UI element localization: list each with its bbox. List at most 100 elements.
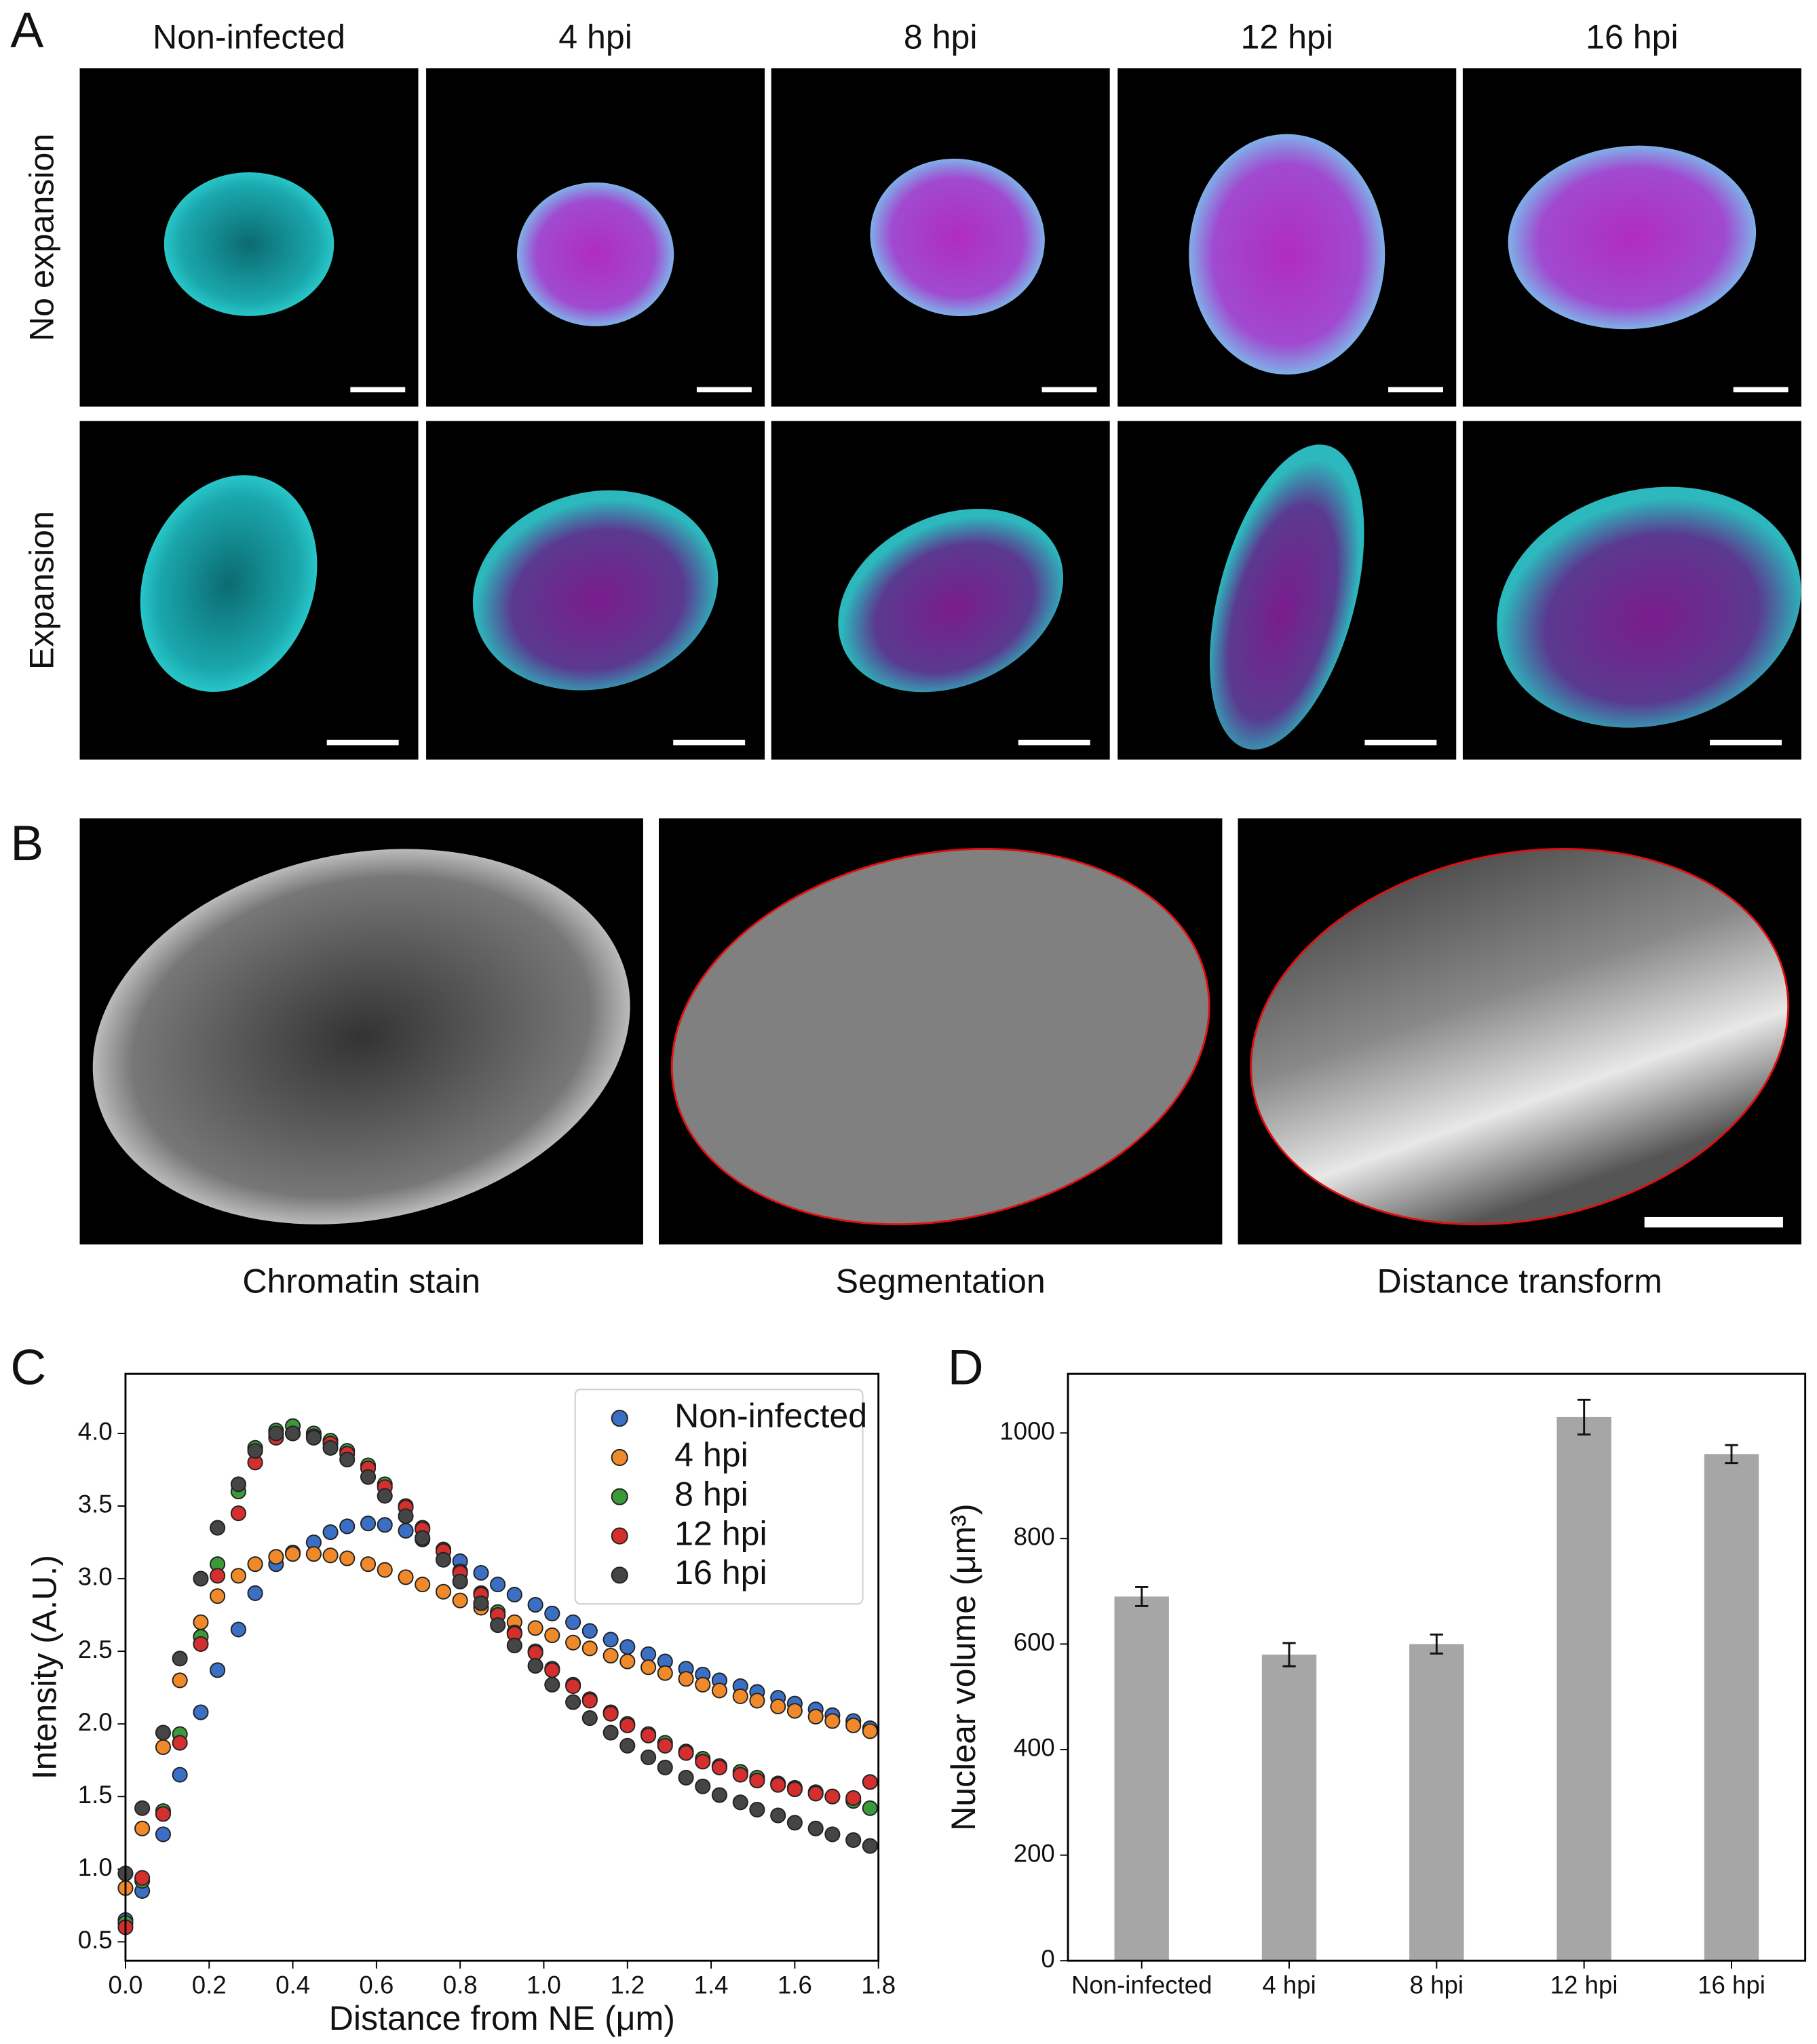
legend-marker <box>611 1527 628 1545</box>
data-point <box>695 1754 711 1770</box>
nucleus <box>516 182 674 326</box>
data-point <box>230 1568 246 1584</box>
data-point <box>581 1693 598 1709</box>
y-tick-label: 400 <box>1014 1734 1055 1762</box>
data-point <box>285 1546 301 1562</box>
y-tick-label: 3.5 <box>78 1490 113 1518</box>
x-tick-label: 1.4 <box>694 1971 729 1999</box>
data-point <box>377 1488 393 1504</box>
data-point <box>285 1425 301 1442</box>
legend-marker <box>611 1448 628 1466</box>
x-tick-label: 1.0 <box>527 1971 561 1999</box>
plot-frame <box>124 1372 880 1962</box>
data-point <box>862 1774 878 1790</box>
data-point <box>770 1807 786 1824</box>
legend-label: 16 hpi <box>674 1554 767 1592</box>
y-axis-label: Intensity (A.U.) <box>26 1555 64 1779</box>
x-tick-label: 0.2 <box>192 1971 227 1999</box>
data-point <box>210 1520 226 1536</box>
data-point <box>155 1724 172 1741</box>
legend-label: 4 hpi <box>674 1436 748 1474</box>
data-point <box>247 1443 263 1459</box>
nucleus <box>1209 444 1364 750</box>
data-point <box>581 1640 598 1657</box>
nucleus <box>140 475 318 692</box>
data-point <box>134 1820 151 1836</box>
y-tick-label: 200 <box>1014 1839 1055 1867</box>
bar <box>1409 1644 1464 1961</box>
column-header: 16 hpi <box>1586 18 1678 56</box>
y-tick-label: 1.0 <box>78 1853 113 1881</box>
data-point <box>786 1815 803 1831</box>
data-point <box>193 1570 209 1587</box>
x-axis-label: Distance from NE (μm) <box>329 1999 675 2037</box>
scale-bar <box>673 739 746 746</box>
data-point <box>398 1508 414 1524</box>
data-point <box>210 1662 226 1678</box>
data-point <box>807 1820 824 1836</box>
data-point <box>786 1781 803 1798</box>
data-point <box>845 1832 862 1849</box>
data-point <box>172 1651 188 1667</box>
data-point <box>603 1632 619 1648</box>
column-header: 4 hpi <box>558 18 632 56</box>
scale-bar <box>326 739 399 746</box>
data-point <box>415 1577 431 1593</box>
data-point <box>452 1592 468 1608</box>
y-tick-label: 0 <box>1041 1945 1054 1973</box>
nucleus <box>838 509 1063 693</box>
x-tick-label: 0.6 <box>359 1971 394 1999</box>
data-point <box>544 1662 560 1678</box>
scale-bar <box>1041 387 1097 393</box>
data-point <box>360 1516 377 1532</box>
data-point <box>807 1786 824 1802</box>
nucleus <box>164 172 334 316</box>
data-point <box>230 1476 246 1492</box>
data-point <box>322 1524 339 1541</box>
y-tick-label: 4.0 <box>78 1418 113 1446</box>
scale-bar <box>1733 387 1789 393</box>
data-point <box>619 1737 636 1754</box>
data-point <box>377 1517 393 1533</box>
data-point <box>377 1562 393 1578</box>
data-point <box>322 1547 339 1564</box>
data-point <box>155 1826 172 1843</box>
data-point <box>527 1644 543 1661</box>
data-point <box>134 1800 151 1816</box>
data-point <box>619 1639 636 1655</box>
y-tick-label: 1.5 <box>78 1781 113 1809</box>
data-point <box>193 1614 209 1630</box>
x-tick-label: 8 hpi <box>1410 1971 1464 1999</box>
data-point <box>824 1826 841 1843</box>
data-point <box>134 1870 151 1886</box>
data-point <box>305 1546 322 1562</box>
column-header: 8 hpi <box>904 18 978 56</box>
data-point <box>490 1617 506 1634</box>
data-point <box>193 1704 209 1720</box>
legend-marker <box>611 1410 628 1427</box>
data-point <box>678 1745 694 1761</box>
data-point <box>360 1556 377 1573</box>
data-point <box>678 1671 694 1687</box>
y-tick-label: 2.5 <box>78 1636 113 1663</box>
data-point <box>527 1620 543 1636</box>
x-tick-label: 16 hpi <box>1698 1971 1765 1999</box>
nucleus <box>472 490 719 691</box>
data-point <box>230 1621 246 1638</box>
data-point <box>490 1577 506 1593</box>
data-point <box>398 1569 414 1585</box>
data-point <box>339 1550 356 1566</box>
data-point <box>845 1717 862 1733</box>
legend-label: 12 hpi <box>674 1514 767 1552</box>
data-point <box>581 1710 598 1727</box>
scale-bar <box>1710 739 1782 746</box>
x-tick-label: 12 hpi <box>1550 1971 1618 1999</box>
scale-bar <box>1018 739 1090 746</box>
data-point <box>603 1647 619 1664</box>
y-tick-label: 1000 <box>999 1417 1054 1445</box>
data-point <box>581 1623 598 1639</box>
data-point <box>473 1564 489 1581</box>
segmentation-mask <box>670 847 1210 1226</box>
data-point <box>786 1703 803 1719</box>
data-point <box>339 1518 356 1535</box>
